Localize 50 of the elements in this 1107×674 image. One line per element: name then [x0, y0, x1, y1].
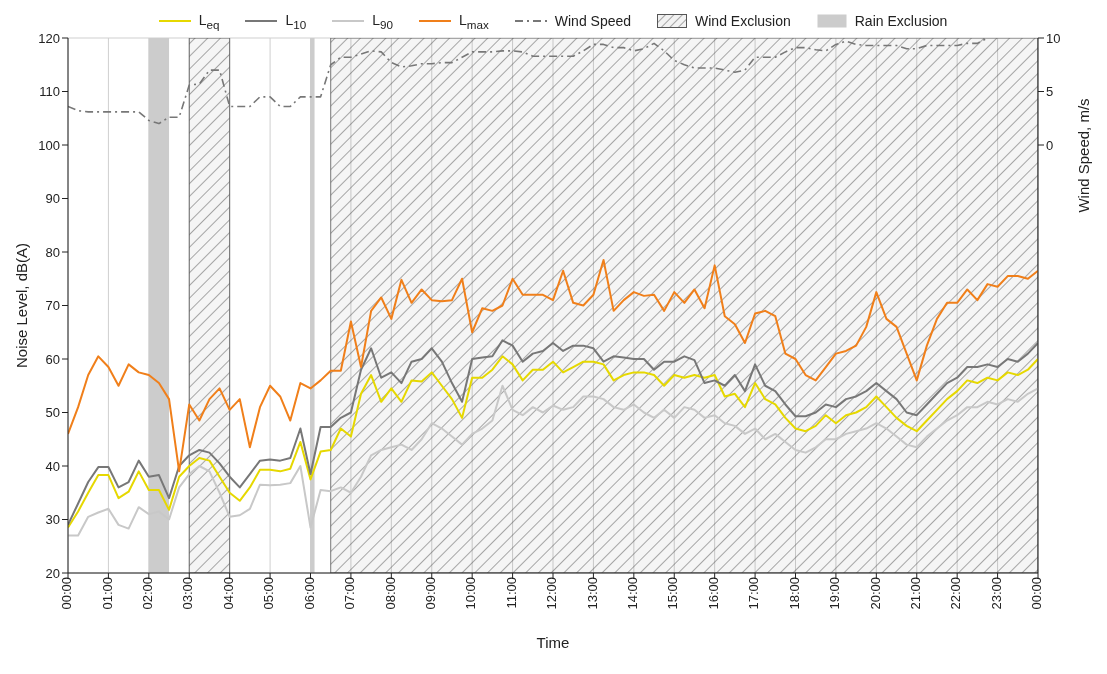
- x-axis-title: Time: [536, 634, 570, 651]
- y-tick-label: 90: [45, 191, 60, 207]
- y-tick-label: 80: [45, 244, 60, 260]
- y-tick-label: 100: [38, 137, 60, 153]
- x-tick-label: 07:00: [342, 577, 358, 610]
- x-tick-label: 01:00: [99, 577, 115, 610]
- x-tick-label: 02:00: [140, 577, 156, 610]
- y2-axis-title: Wind Speed, m/s: [1075, 98, 1093, 213]
- y-tick-label: 30: [45, 512, 60, 528]
- y-axis-title: Noise Level, dB(A): [13, 242, 31, 369]
- y-tick-label: 40: [45, 458, 60, 474]
- x-tick-label: 10:00: [463, 577, 479, 610]
- x-tick-label: 06:00: [301, 577, 317, 610]
- legend-label: Wind Exclusion: [695, 13, 791, 29]
- legend-label: Wind Speed: [554, 13, 632, 29]
- x-tick-label: 05:00: [261, 577, 277, 610]
- y-tick-label: 70: [45, 298, 60, 314]
- x-tick-label: 09:00: [422, 577, 438, 610]
- y2-tick-label: 10: [1046, 30, 1061, 46]
- x-tick-label: 20:00: [867, 577, 883, 610]
- y2-tick-label: 5: [1046, 84, 1054, 100]
- legend-label: L$_{90}$: [372, 11, 393, 31]
- x-tick-label: 04:00: [220, 577, 236, 610]
- x-tick-label: 14:00: [625, 577, 641, 610]
- line-series: [68, 259, 1038, 473]
- x-tick-label: 19:00: [827, 577, 843, 610]
- x-tick-label: 17:00: [746, 577, 762, 610]
- x-tick-label: 00:00: [1029, 577, 1045, 610]
- legend-label: L$_{eq}$: [198, 11, 220, 31]
- y-tick-label: 60: [45, 351, 60, 367]
- x-tick-label: 08:00: [382, 577, 398, 610]
- x-tick-label: 12:00: [544, 577, 560, 610]
- y-tick-label: 20: [45, 565, 60, 581]
- legend-label: L$_{max}$: [458, 11, 489, 31]
- legend-label: Rain Exclusion: [854, 13, 948, 29]
- legend-label: L$_{10}$: [285, 11, 307, 31]
- x-tick-label: 21:00: [907, 577, 923, 610]
- y-tick-label: 110: [39, 84, 60, 100]
- y2-tick-label: 0: [1046, 137, 1054, 153]
- x-tick-label: 03:00: [180, 577, 196, 610]
- x-tick-label: 15:00: [665, 577, 681, 610]
- x-tick-label: 16:00: [705, 577, 721, 610]
- y-tick-label: 120: [38, 30, 60, 46]
- x-tick-label: 23:00: [988, 577, 1004, 610]
- x-tick-label: 22:00: [948, 577, 964, 610]
- y-tick-label: 50: [45, 405, 60, 421]
- x-tick-label: 18:00: [786, 577, 802, 610]
- x-tick-label: 13:00: [584, 577, 600, 610]
- x-tick-label: 11:00: [503, 577, 519, 609]
- x-tick-label: 00:00: [59, 577, 75, 610]
